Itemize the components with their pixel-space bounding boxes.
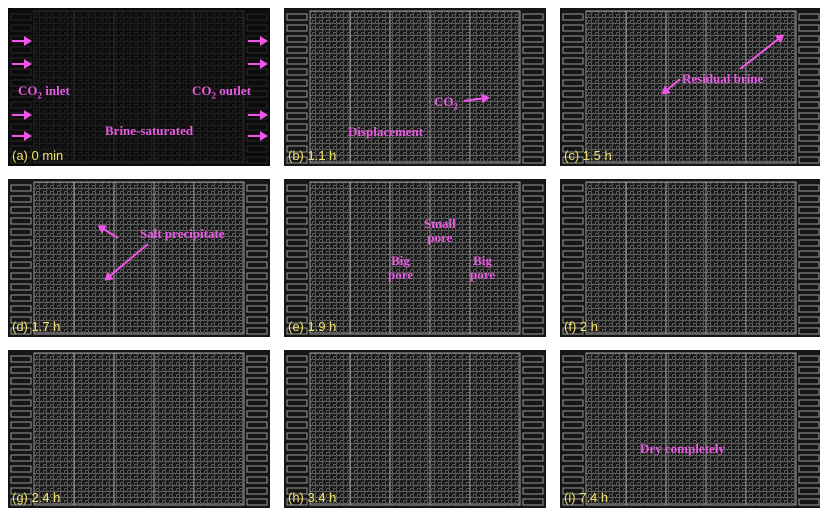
outlet-arrow [248,110,268,120]
panel-g: (g) 2.4 h [8,350,270,508]
inlet-arrow [12,110,32,120]
panel-label: (i) 7.4 h [564,490,609,505]
micromodel-image [562,352,820,506]
co2-inlet-label: CO2 inlet [18,83,70,101]
inlet-arrow [12,131,32,141]
residual-brine-label: Residual brine [682,71,764,86]
panel-b: CO2 Displacement (b) 1.1 h [284,8,546,166]
micromodel-image [286,352,544,506]
panel-d: Salt precipitate (d) 1.7 h [8,179,270,337]
panel-label: (g) 2.4 h [12,490,61,505]
micromodel-image [286,181,544,335]
panel-label: (d) 1.7 h [12,319,61,334]
outlet-arrow [248,36,268,46]
panel-label: (e) 1.9 h [288,319,337,334]
small-pore-label: Small pore [424,216,456,245]
micromodel-image [562,10,820,164]
outlet-arrow [248,59,268,69]
dry-completely-label: Dry completely [640,441,725,456]
micromodel-image [286,10,544,164]
panel-i: Dry completely (i) 7.4 h [560,350,820,508]
panel-label: (a) 0 min [12,148,64,163]
panel-label: (c) 1.5 h [564,148,612,163]
inlet-arrow [12,59,32,69]
panel-e: Small pore Big pore Big pore (e) 1.9 h [284,179,546,337]
big-pore-label: Big pore [388,253,414,282]
panel-h: (h) 3.4 h [284,350,546,508]
panel-c: Residual brine (c) 1.5 h [560,8,820,166]
panel-label: (h) 3.4 h [288,490,337,505]
outlet-arrow [248,131,268,141]
salt-precipitate-label: Salt precipitate [140,226,225,241]
panel-f: (f) 2 h [560,179,820,337]
panel-label: (b) 1.1 h [288,148,337,163]
displacement-label: Displacement [348,124,424,139]
micromodel-image [10,181,268,335]
co2-label: CO2 [434,94,458,112]
panel-a: CO2 inlet CO2 outlet Brine-saturated (a)… [8,8,270,166]
micromodel-image [10,10,268,164]
inlet-arrow [12,36,32,46]
figure-grid: CO2 inlet CO2 outlet Brine-saturated (a)… [8,8,820,508]
co2-outlet-label: CO2 outlet [192,83,252,101]
micromodel-image [562,181,820,335]
panel-label: (f) 2 h [564,319,598,334]
micromodel-image [10,352,268,506]
brine-saturated-label: Brine-saturated [105,123,194,138]
big-pore-label: Big pore [470,253,496,282]
